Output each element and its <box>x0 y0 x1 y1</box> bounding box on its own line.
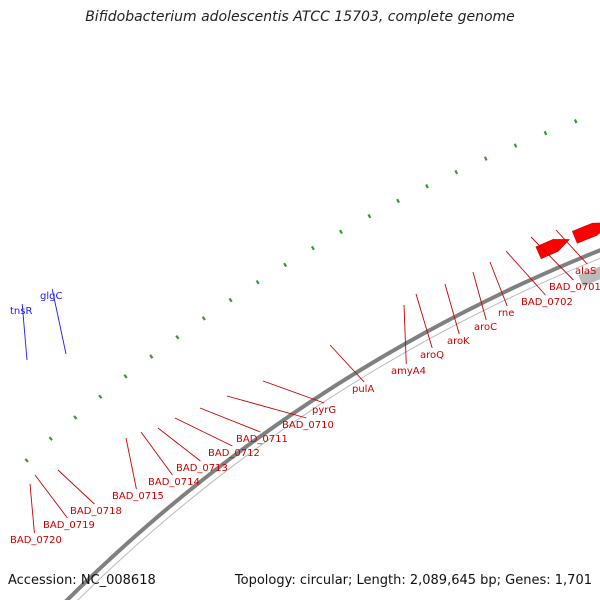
minor-tick <box>24 458 29 463</box>
minor-tick <box>123 374 128 379</box>
leader-line <box>157 427 201 462</box>
gene-label-tnsr: tnsR <box>10 306 32 317</box>
gene-label-alas: alaS <box>575 266 596 277</box>
gene-label-rne: rne <box>498 308 514 319</box>
gene-label-bad-0710: BAD_0710 <box>282 420 334 431</box>
minor-tick <box>454 169 459 175</box>
leader-line <box>415 293 433 349</box>
minor-ticks <box>24 119 578 463</box>
gene-features <box>535 222 600 287</box>
leader-line <box>34 474 68 519</box>
minor-tick <box>425 183 429 189</box>
minor-tick <box>339 229 343 235</box>
minor-tick <box>255 279 260 285</box>
genome-backbone <box>64 248 600 600</box>
forward-gene-arrow <box>571 222 600 244</box>
minor-tick <box>228 297 233 303</box>
gene-label-bad-0718: BAD_0718 <box>70 506 122 517</box>
minor-tick <box>367 213 372 219</box>
leader-line <box>199 407 261 433</box>
gene-block-inner <box>578 266 600 287</box>
minor-tick <box>98 394 103 399</box>
gene-label-bad-0720: BAD_0720 <box>10 535 62 546</box>
gene-label-bad-0719: BAD_0719 <box>43 520 95 531</box>
gene-label-bad-0713: BAD_0713 <box>176 463 228 474</box>
gene-label-bad-0701: BAD_0701 <box>549 282 600 293</box>
gene-label-amya4: amyA4 <box>391 366 426 377</box>
gene-label-bad-0702: BAD_0702 <box>521 297 573 308</box>
leader-line <box>125 437 137 490</box>
accession-text: Accession: NC_008618 <box>8 573 156 588</box>
leader-line <box>262 380 325 404</box>
gene-label-pyrg: pyrG <box>312 405 336 416</box>
minor-tick <box>283 262 288 268</box>
leader-line <box>174 417 233 447</box>
minor-tick <box>396 198 400 204</box>
label-leader-lines <box>21 229 588 534</box>
minor-tick <box>513 143 518 148</box>
minor-tick <box>310 245 315 251</box>
leader-line <box>51 288 67 355</box>
genome-summary: Topology: circular; Length: 2,089,645 bp… <box>234 573 592 588</box>
minor-tick <box>201 316 206 321</box>
leader-line <box>505 250 546 296</box>
gene-label-bad-0711: BAD_0711 <box>236 434 288 445</box>
forward-gene-arrow <box>535 239 571 260</box>
gene-label-bad-0712: BAD_0712 <box>208 448 260 459</box>
leader-line <box>444 283 460 335</box>
backbone-shadow <box>77 257 600 600</box>
gene-label-glgc: glgC <box>40 291 62 302</box>
leader-line <box>140 431 173 476</box>
leader-line <box>489 261 508 307</box>
leader-line <box>530 236 574 281</box>
minor-tick <box>543 130 548 136</box>
minor-tick <box>149 354 154 359</box>
minor-tick <box>73 415 78 420</box>
leader-line <box>21 303 28 361</box>
gene-label-bad-0714: BAD_0714 <box>148 477 200 488</box>
leader-line <box>555 229 588 265</box>
minor-tick <box>175 334 180 340</box>
gene-label-bad-0715: BAD_0715 <box>112 491 164 502</box>
leader-line <box>472 271 487 321</box>
gene-label-aroq: aroQ <box>420 350 444 361</box>
leader-line <box>29 483 35 534</box>
minor-tick <box>483 156 488 161</box>
gene-label-pula: pulA <box>352 384 374 395</box>
minor-tick <box>48 436 53 441</box>
gene-label-aroc: aroC <box>474 322 497 333</box>
leader-line <box>226 395 307 419</box>
minor-tick <box>573 119 578 124</box>
leader-line <box>403 304 407 365</box>
backbone-arc <box>64 248 600 600</box>
leader-line <box>329 344 365 383</box>
map-title: Bifidobacterium adolescentis ATCC 15703,… <box>85 9 515 25</box>
gene-label-arok: aroK <box>447 336 470 347</box>
leader-line <box>57 469 95 505</box>
